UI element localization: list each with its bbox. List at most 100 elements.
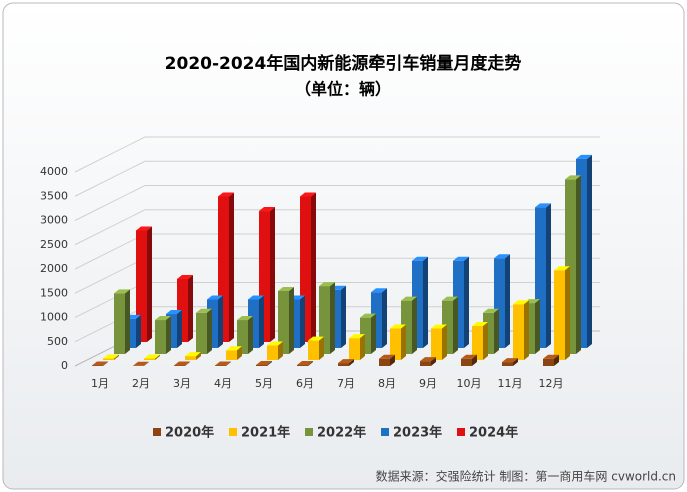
bar-front [319, 286, 330, 354]
bar-side [114, 354, 119, 360]
bar [267, 341, 283, 360]
bar-top [472, 322, 488, 327]
bar-top [256, 361, 272, 366]
bar-top [453, 256, 469, 261]
bar-side [535, 299, 540, 354]
bar-top [483, 308, 499, 313]
bar-front [166, 314, 177, 348]
x-tick-label: 10月 [457, 377, 482, 390]
chart-title: 2020-2024年国内新能源牵引车销量月度走势 [165, 53, 522, 74]
bar-front [371, 292, 382, 348]
bar-front [502, 362, 513, 366]
bar-top [155, 316, 171, 321]
bar [155, 316, 171, 354]
bar-side [207, 308, 212, 354]
bar-top [133, 361, 149, 366]
bar-side [229, 192, 234, 342]
grid-line [74, 136, 600, 173]
bar-side [270, 207, 275, 342]
bar-front [248, 299, 259, 348]
bar-side [125, 289, 130, 354]
bar-front [278, 290, 289, 354]
bar-side [166, 316, 171, 354]
bar [461, 354, 477, 366]
bar-side [136, 314, 141, 348]
bar-top [185, 352, 201, 357]
bar-side [546, 203, 551, 348]
bar-top [535, 203, 551, 208]
bar-side [155, 354, 160, 360]
bar-front [472, 326, 483, 360]
bar-side [248, 316, 253, 354]
bar-front [554, 270, 565, 360]
bar [166, 310, 182, 348]
bar-front [308, 340, 319, 360]
bar [103, 354, 119, 360]
x-tick-label: 12月 [539, 377, 564, 390]
bar [174, 361, 190, 366]
bar-side [412, 296, 417, 354]
legend-swatch [457, 428, 465, 436]
x-tick-label: 11月 [498, 377, 523, 390]
bar [349, 334, 365, 360]
bar-front [114, 293, 125, 354]
bar-front [136, 230, 147, 342]
bar-side [576, 175, 581, 354]
bar [144, 354, 160, 360]
bar-side [382, 288, 387, 348]
bar [360, 313, 376, 354]
bar-side [524, 300, 529, 360]
bar-side [360, 334, 365, 360]
bar-side [237, 346, 242, 360]
x-tick-label: 1月 [91, 377, 109, 390]
bar-top [237, 316, 253, 321]
bar-front [483, 312, 494, 354]
bar-top [166, 310, 182, 315]
bar-front [453, 260, 464, 348]
source: 数据来源：交强险统计 制图：第一商用车网 cvworld.cn [376, 469, 676, 484]
bar [297, 361, 313, 366]
bar-front [330, 289, 341, 348]
bar-top [300, 192, 316, 197]
bar-top [177, 274, 193, 279]
bar [431, 324, 447, 360]
bar-top [442, 296, 458, 301]
y-tick-label: 4000 [40, 165, 68, 178]
bar-side [483, 322, 488, 360]
bar [565, 175, 581, 354]
bar-top [226, 346, 242, 351]
bar-front [461, 358, 472, 366]
bar-side [188, 274, 193, 342]
bar-top [554, 266, 570, 271]
bar [248, 295, 264, 348]
y-tick-label: 500 [47, 335, 68, 348]
bar [442, 296, 458, 354]
bar-top [207, 295, 223, 300]
bar-front [401, 300, 412, 354]
bar-front [431, 328, 442, 360]
bar [259, 207, 275, 342]
bar-front [196, 312, 207, 354]
bar-side [196, 352, 201, 360]
bar-side [423, 256, 428, 348]
bar-side [300, 295, 305, 348]
chart-subtitle: （单位：辆） [295, 80, 391, 99]
bar-front [420, 361, 431, 366]
bar-top [565, 175, 581, 180]
bar-side [185, 361, 190, 366]
bar-top [502, 358, 518, 363]
legend-label: 2023年 [393, 425, 442, 441]
bar-side [494, 308, 499, 354]
bar-front [338, 363, 349, 366]
bar-top [196, 308, 212, 313]
bar-front [494, 258, 505, 348]
bar-side [453, 296, 458, 354]
bar [92, 361, 108, 366]
bar [319, 282, 335, 354]
bar [300, 192, 316, 342]
y-tick-label: 2000 [40, 262, 68, 275]
bar-side [565, 266, 570, 360]
legend-swatch [305, 428, 313, 436]
